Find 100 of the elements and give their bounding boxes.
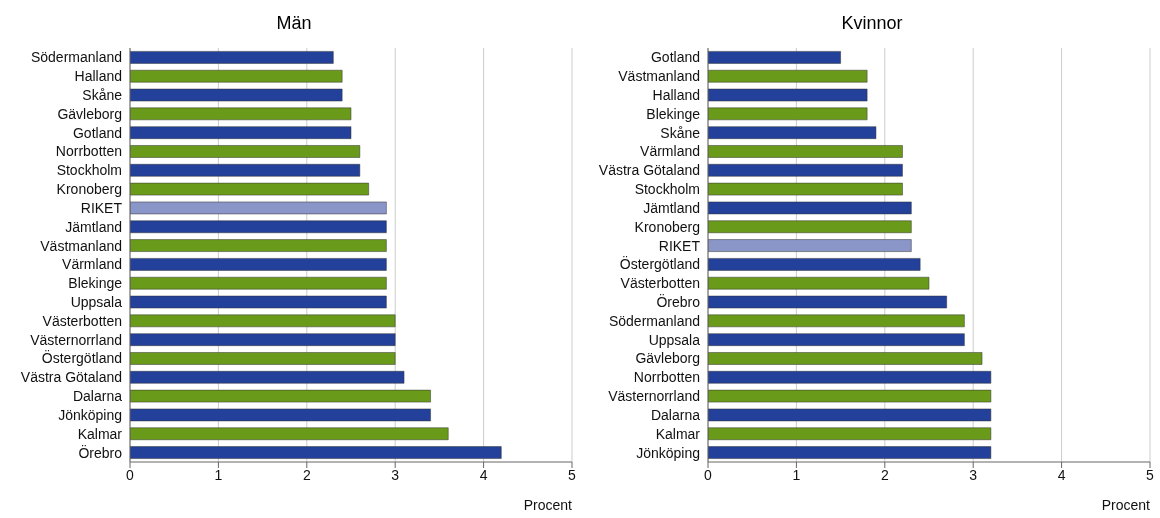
x-tick-label: 0: [704, 466, 713, 483]
y-tick-label: Stockholm: [634, 181, 700, 198]
x-tick-label: 4: [1057, 466, 1066, 483]
y-tick-label: Kalmar: [655, 425, 701, 442]
y-tick-label: Jämtland: [65, 218, 122, 235]
bar: [708, 164, 903, 177]
bar: [708, 389, 992, 403]
y-tick-label: Jönköping: [58, 406, 122, 423]
y-tick-label: Örebro: [656, 293, 701, 311]
x-tick-label: 0: [126, 466, 135, 483]
bar: [130, 446, 502, 459]
y-tick-label: Blekinge: [646, 105, 701, 122]
bar: [130, 352, 396, 365]
x-tick-label: 5: [1146, 466, 1155, 483]
x-tick-label: 1: [792, 466, 801, 483]
bar: [130, 126, 352, 139]
x-tick-label: 3: [969, 466, 978, 483]
y-tick-label: Dalarna: [72, 388, 123, 405]
bar: [130, 51, 334, 64]
y-tick-label: RIKET: [658, 237, 701, 254]
bar: [130, 69, 343, 83]
bar: [708, 145, 903, 158]
y-tick-label: Blekinge: [68, 275, 123, 292]
y-tick-label: Västernorrland: [608, 388, 700, 405]
y-tick-label: Gävleborg: [635, 350, 700, 367]
bar: [130, 427, 449, 440]
chart-title: Män: [275, 12, 313, 35]
bar: [708, 258, 921, 271]
y-tick-label: Västerbotten: [42, 312, 122, 329]
x-axis-title: Procent: [523, 497, 573, 513]
bar: [708, 51, 841, 64]
y-tick-label: Skåne: [660, 124, 701, 141]
y-tick-label: Gävleborg: [57, 105, 122, 122]
y-tick-label: Halland: [74, 68, 122, 85]
y-tick-label: Södermanland: [30, 49, 122, 66]
bar: [130, 145, 361, 158]
y-tick-label: Östergötland: [619, 255, 700, 273]
x-tick-label: 2: [880, 466, 889, 483]
x-tick-label: 4: [479, 466, 488, 483]
y-tick-label: Västmanland: [40, 237, 122, 254]
y-tick-label: Stockholm: [56, 162, 122, 179]
bar: [130, 201, 387, 215]
y-tick-label: Västra Götaland: [20, 369, 122, 386]
y-tick-label: Dalarna: [650, 406, 701, 423]
y-tick-label: Uppsala: [70, 294, 123, 311]
bar: [708, 371, 992, 384]
y-tick-label: Halland: [652, 87, 700, 104]
y-tick-label: Västmanland: [618, 68, 700, 85]
y-tick-label: Skåne: [82, 87, 123, 104]
bar: [130, 408, 431, 422]
bar: [708, 201, 912, 215]
y-tick-label: Värmland: [640, 143, 700, 160]
y-tick-label: Kronoberg: [56, 181, 122, 198]
bar: [130, 333, 396, 346]
bar: [708, 333, 965, 346]
chart-title: Kvinnor: [840, 12, 904, 35]
bar: [130, 182, 369, 196]
bar: [130, 220, 387, 233]
bar: [130, 239, 387, 252]
y-tick-label: Östergötland: [41, 349, 122, 367]
bar: [708, 314, 965, 328]
y-tick-label: Kronoberg: [634, 218, 700, 235]
bar: [130, 295, 387, 309]
y-tick-label: Jämtland: [643, 199, 700, 216]
bar: [130, 164, 361, 177]
y-tick-label: Västra Götaland: [598, 162, 700, 179]
bar: [708, 69, 868, 83]
y-tick-label: Värmland: [62, 256, 122, 273]
bar: [130, 389, 431, 403]
bar: [708, 182, 903, 196]
bar: [708, 220, 912, 233]
y-tick-label: Norrbotten: [633, 369, 700, 386]
bar: [130, 107, 352, 121]
y-tick-label: Västerbotten: [620, 275, 700, 292]
y-tick-label: RIKET: [80, 199, 123, 216]
x-tick-label: 2: [302, 466, 311, 483]
bar: [708, 239, 912, 252]
y-tick-label: Örebro: [78, 443, 123, 461]
bar: [708, 295, 947, 309]
y-tick-label: Kalmar: [77, 425, 123, 442]
bar: [708, 88, 868, 102]
y-tick-label: Västernorrland: [30, 331, 122, 348]
x-tick-label: 1: [214, 466, 223, 483]
x-tick-label: 5: [568, 466, 577, 483]
bar: [708, 427, 992, 440]
bar: [130, 88, 343, 102]
x-axis-title: Procent: [1101, 497, 1151, 513]
y-tick-label: Uppsala: [648, 331, 701, 348]
bar: [130, 314, 396, 328]
bar: [708, 276, 930, 290]
y-tick-label: Gotland: [650, 49, 700, 66]
bar: [708, 107, 868, 121]
bar: [708, 352, 983, 365]
bar: [708, 126, 877, 139]
x-tick-label: 3: [391, 466, 400, 483]
bar: [708, 408, 992, 422]
y-tick-label: Södermanland: [608, 312, 700, 329]
bar: [130, 258, 387, 271]
y-tick-label: Norrbotten: [55, 143, 122, 160]
y-tick-label: Gotland: [72, 124, 122, 141]
